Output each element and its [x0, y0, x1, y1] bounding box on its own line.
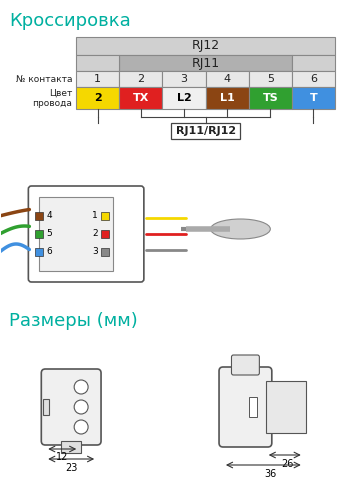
Bar	[76, 71, 119, 87]
Circle shape	[74, 420, 88, 434]
Bar	[292, 71, 335, 87]
Text: 5: 5	[46, 229, 52, 239]
Text: RJ12: RJ12	[192, 40, 220, 53]
Text: RJ11/RJ12: RJ11/RJ12	[175, 126, 236, 136]
Bar	[35, 212, 43, 220]
Text: 26: 26	[281, 459, 294, 469]
Text: TS: TS	[262, 93, 278, 103]
Bar	[43, 399, 49, 415]
Text: 6: 6	[310, 74, 317, 84]
Bar	[292, 87, 335, 109]
Bar	[171, 123, 240, 139]
Text: 2: 2	[94, 93, 101, 103]
Bar	[76, 87, 119, 109]
Text: L2: L2	[177, 93, 191, 103]
Bar	[292, 55, 335, 71]
Bar	[61, 441, 81, 453]
Text: 23: 23	[65, 463, 77, 473]
Text: 4: 4	[224, 74, 231, 84]
Bar	[206, 87, 249, 109]
Circle shape	[74, 380, 88, 394]
FancyBboxPatch shape	[219, 367, 272, 447]
Bar	[119, 55, 292, 71]
Circle shape	[74, 400, 88, 414]
Text: 1: 1	[92, 212, 98, 220]
Text: 12: 12	[56, 452, 68, 462]
Text: 3: 3	[181, 74, 187, 84]
Text: 1: 1	[94, 74, 101, 84]
Bar	[101, 212, 109, 220]
Bar	[249, 71, 292, 87]
Bar	[249, 397, 257, 417]
Ellipse shape	[211, 219, 270, 239]
Text: 36: 36	[264, 469, 277, 479]
Bar	[162, 71, 206, 87]
Text: 6: 6	[46, 247, 52, 256]
Text: L1: L1	[220, 93, 235, 103]
Text: T: T	[310, 93, 317, 103]
Bar	[76, 55, 119, 71]
Text: Кроссировка: Кроссировка	[9, 12, 131, 30]
Bar	[101, 248, 109, 256]
Text: 5: 5	[267, 74, 274, 84]
Text: TX: TX	[133, 93, 149, 103]
Text: 2: 2	[137, 74, 144, 84]
Bar	[266, 381, 306, 433]
Bar	[206, 71, 249, 87]
Bar	[119, 87, 162, 109]
FancyBboxPatch shape	[28, 186, 144, 282]
Bar	[35, 248, 43, 256]
Bar	[162, 87, 206, 109]
Bar	[119, 71, 162, 87]
Bar	[35, 230, 43, 238]
Bar	[101, 230, 109, 238]
Bar	[249, 87, 292, 109]
Bar	[39, 197, 113, 271]
Text: 2: 2	[93, 229, 98, 239]
Text: Цвет
провода: Цвет провода	[32, 88, 72, 107]
Text: 4: 4	[46, 212, 52, 220]
FancyBboxPatch shape	[232, 355, 259, 375]
Text: № контакта: № контакта	[16, 75, 72, 83]
FancyBboxPatch shape	[41, 369, 101, 445]
Text: Размеры (мм): Размеры (мм)	[9, 312, 138, 330]
Text: 3: 3	[92, 247, 98, 256]
Bar	[76, 37, 335, 55]
Text: RJ11: RJ11	[192, 56, 220, 69]
